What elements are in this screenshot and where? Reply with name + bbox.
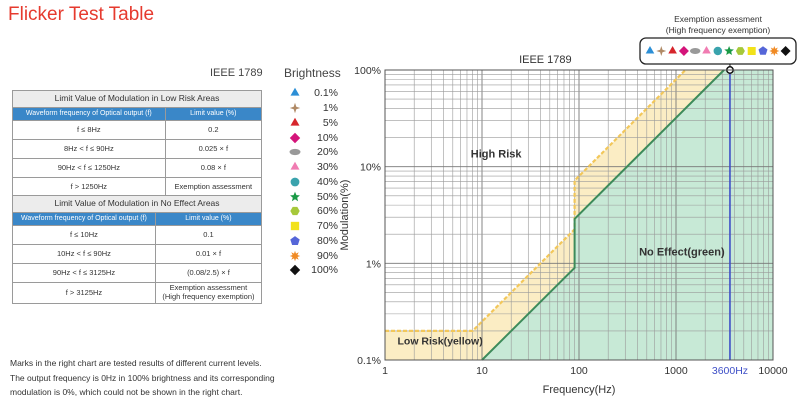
legend-marker-ellipse-icon [289,149,301,156]
low-risk-table-title: Limit Value of Modulation in Low Risk Ar… [12,90,262,108]
exemption-marker-triangle-icon [668,46,677,54]
exemption-marker-diamond-icon [780,46,791,56]
exemption-marker-star4-icon [656,46,667,56]
legend-item: 5% [288,116,348,131]
legend-item: 60% [288,204,348,219]
legend-label: 40% [316,175,338,188]
x-tick-label: 3600Hz [712,365,748,377]
legend-item: 1% [288,101,348,116]
footnote-line: Marks in the right chart are tested resu… [10,358,262,368]
no-effect-limit-table: Limit Value of Modulation in No Effect A… [12,195,263,304]
legend-item: 10% [288,130,348,145]
table-heading: IEEE 1789 [210,67,263,79]
legend-item: 50% [288,189,348,204]
x-tick-label: 10 [476,365,488,377]
no-effect-label: No Effect(green) [639,247,725,259]
legend-marker-star5-icon [290,191,300,201]
y-tick-label: 1% [366,258,381,270]
legend-item: 70% [288,219,348,234]
x-tick-label: 1000 [664,365,688,377]
legend-label: 0.1% [314,87,338,100]
legend-label: 10% [316,131,338,144]
page-title: Flicker Test Table [8,4,155,25]
table-cell: 0.01 × f [154,244,263,264]
legend-marker-square-icon [290,221,300,231]
legend-item: 80% [288,234,348,249]
legend-item: 40% [288,175,348,190]
low-risk-col-limit: Limit value (%) [164,107,263,121]
no-effect-col-frequency: Waveform frequency of Optical output (f) [12,212,156,226]
exemption-marker-triangle-icon [702,46,711,54]
table-cell: Exemption assessment (High frequency exe… [154,282,263,304]
legend-label: 60% [316,205,338,218]
legend-item: 90% [288,248,348,263]
exemption-title: Exemption assessment [674,14,763,24]
legend-item: 0.1% [288,86,348,101]
legend-label: 70% [316,220,338,233]
legend-marker-triangle-icon [290,117,300,126]
x-tick-label: 100 [570,365,588,377]
exemption-marker-hexagon-icon [735,47,745,55]
exemption-subtitle: (High frequency exemption) [666,25,771,35]
y-tick-label: 10% [360,162,381,174]
exemption-marker-pentagon-icon [758,46,768,55]
legend-label: 5% [322,116,338,129]
no-effect-region [482,70,773,360]
low-risk-limit-table: Limit Value of Modulation in Low Risk Ar… [12,90,263,197]
legend-marker-hexagon-icon [290,207,300,216]
legend-marker-pentagon-icon [290,235,300,245]
legend-marker-circle-icon [290,177,300,187]
footnote-line: modulation is 0%, which could not be sho… [10,387,243,397]
x-axis-label: Frequency(Hz) [543,384,616,396]
legend-item: 20% [288,145,348,160]
exemption-marker-circle-icon [713,46,723,56]
y-tick-label: 100% [354,65,381,77]
legend-marker-diamond-icon [289,265,301,276]
no-effect-col-limit: Limit value (%) [154,212,263,226]
brightness-legend: 0.1% 1% 5% 10% 20% 30% 40% 50% 60% 70% 80% 90% 100% [288,86,348,278]
legend-item: 30% [288,160,348,175]
exemption-marker-star5-icon [724,46,734,55]
plot-border [384,69,774,361]
legend-item: 100% [288,263,348,278]
legend-label: 1% [322,102,338,115]
no-effect-table-title: Limit Value of Modulation in No Effect A… [12,195,262,213]
exemption-marker-ellipse-icon [689,48,701,54]
legend-marker-diamond-icon [289,132,301,143]
high-risk-label: High Risk [471,148,523,160]
legend-label: 20% [316,146,338,159]
y-tick-label: 0.1% [357,355,381,367]
exemption-marker-triangle-icon [645,46,655,54]
legend-marker-triangle-icon [290,161,300,170]
exemption-marker-diamond-icon [678,46,689,56]
legend-label: 100% [311,264,338,277]
legend-label: 90% [316,249,338,262]
x-tick-label: 1 [382,365,388,377]
legend-label: 30% [316,161,338,174]
legend-marker-triangle-icon [290,88,300,96]
x-tick-label: 10000 [758,365,787,377]
footnote: Marks in the right chart are tested resu… [10,356,310,400]
exemption-marker-square-icon [747,47,756,55]
exemption-marker-star8-icon [769,46,780,56]
legend-label: 50% [316,190,338,203]
legend-label: 80% [316,234,338,247]
legend-marker-star4-icon [289,102,301,114]
low-risk-label: Low Risk(yellow) [398,335,483,347]
y-axis-label: Modulation(%) [339,180,351,251]
footnote-line: The output frequency is 0Hz in 100% brig… [10,372,275,383]
legend-marker-star8-icon [289,250,301,261]
legend-title: Brightness [284,66,341,80]
chart-title: IEEE 1789 [519,54,572,66]
no-effect-limit-line [481,69,725,361]
